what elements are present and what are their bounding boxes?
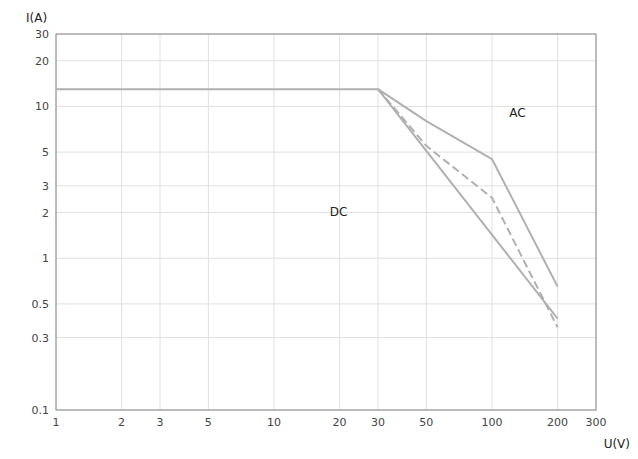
y-grid-line [56, 337, 596, 338]
x-grid-line [273, 34, 274, 410]
y-tick-label: 0.1 [32, 404, 50, 417]
y-grid-line [56, 303, 596, 304]
y-grid-line [56, 212, 596, 213]
y-tick-label: 20 [35, 55, 49, 68]
x-grid-line [491, 34, 492, 410]
x-tick-label: 3 [157, 416, 164, 429]
series-line [56, 89, 558, 318]
x-grid-line [426, 34, 427, 410]
y-tick-label: 0.5 [32, 298, 50, 311]
x-tick-label: 200 [547, 416, 568, 429]
x-tick-label: 5 [205, 416, 212, 429]
x-tick-label: 300 [586, 416, 607, 429]
plot-background [56, 34, 596, 410]
chart-svg: 1 2 3 5 10 20 30 50 100 200 300 0.1 0.3 0.5 1 2 3 5 10 20 30… [0, 0, 638, 459]
x-tick-label: 100 [481, 416, 502, 429]
x-tick-label: 30 [371, 416, 385, 429]
y-grid-line [56, 60, 596, 61]
y-grid-line [56, 152, 596, 153]
y-grid-line [56, 258, 596, 259]
plot-frame [56, 34, 596, 410]
annotations: DC AC [330, 106, 526, 219]
annotation: AC [509, 106, 525, 120]
series-group [56, 89, 558, 327]
y-tick-label: 5 [42, 146, 49, 159]
grid [56, 34, 596, 410]
y-tick-label: 30 [35, 28, 49, 41]
series-line [378, 89, 558, 286]
y-tick-label: 10 [35, 100, 49, 113]
series-line [378, 89, 558, 327]
annotation: DC [330, 205, 348, 219]
x-tick-label: 1 [53, 416, 60, 429]
x-tick-label: 10 [267, 416, 281, 429]
y-tick-label: 2 [42, 207, 49, 220]
x-grid-line [208, 34, 209, 410]
chart-container: 1 2 3 5 10 20 30 50 100 200 300 0.1 0.3 0.5 1 2 3 5 10 20 30… [0, 0, 638, 459]
y-tick-label: 1 [42, 252, 49, 265]
y-tick-label: 0.3 [32, 332, 50, 345]
x-tick-label: 2 [118, 416, 125, 429]
x-grid-line [121, 34, 122, 410]
tick-labels: 1 2 3 5 10 20 30 50 100 200 300 0.1 0.3 0.5 1 2 3 5 10 20 30 [32, 28, 607, 429]
x-axis-label: U(V) [604, 437, 630, 451]
y-tick-label: 3 [42, 180, 49, 193]
x-tick-label: 20 [333, 416, 347, 429]
x-grid-line [339, 34, 340, 410]
x-grid-line [557, 34, 558, 410]
y-axis-label: I(A) [26, 11, 47, 25]
y-grid-line [56, 185, 596, 186]
x-tick-label: 50 [419, 416, 433, 429]
x-grid-line [160, 34, 161, 410]
